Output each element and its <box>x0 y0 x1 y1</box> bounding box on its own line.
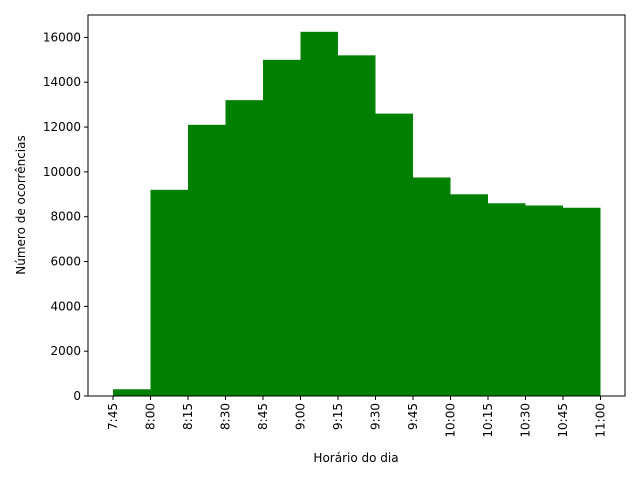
x-tick-label: 9:30 <box>369 403 383 430</box>
bar-9:00 <box>300 31 338 396</box>
x-tick-label: 7:45 <box>106 403 120 430</box>
y-tick-label: 2000 <box>50 344 81 358</box>
bars-layer <box>113 31 601 397</box>
bar-7:45 <box>113 389 151 396</box>
y-tick-label: 8000 <box>50 210 81 224</box>
x-tick-label: 8:15 <box>181 403 195 430</box>
x-axis: 7:45 8:00 8:15 8:30 8:45 9:00 9:15 9:30 9:45 10:0… <box>106 396 608 438</box>
bar-8:15 <box>188 124 226 396</box>
bar-9:45 <box>413 177 451 396</box>
bar-9:15 <box>338 55 376 396</box>
y-tick-label: 4000 <box>50 299 81 313</box>
y-tick-label: 10000 <box>43 165 81 179</box>
x-tick-label: 9:45 <box>406 403 420 430</box>
y-axis: 0 2000 4000 6000 8000 10000 12000 14000 16000 <box>43 30 88 403</box>
x-tick-label: 10:45 <box>556 403 570 438</box>
plot-frame <box>87 14 626 397</box>
bar-10:00 <box>450 194 488 396</box>
x-tick-label: 8:00 <box>144 403 158 430</box>
x-tick-label: 10:15 <box>481 403 495 438</box>
x-tick-label: 11:00 <box>594 403 608 438</box>
x-tick-label: 9:00 <box>294 403 308 430</box>
y-tick-label: 0 <box>73 389 81 403</box>
bar-10:15 <box>488 203 526 396</box>
x-tick-label: 9:15 <box>331 403 345 430</box>
y-tick-label: 6000 <box>50 255 81 269</box>
bar-8:00 <box>150 189 188 396</box>
y-tick-label: 14000 <box>43 75 81 89</box>
y-tick-label: 12000 <box>43 120 81 134</box>
x-tick-label: 10:30 <box>519 403 533 438</box>
bar-8:30 <box>225 100 263 396</box>
y-axis-label: Número de ocorrências <box>14 135 28 275</box>
bar-10:30 <box>525 205 563 396</box>
bar-8:45 <box>263 59 301 397</box>
x-axis-label: Horário do dia <box>313 451 398 465</box>
bar-9:30 <box>375 113 413 397</box>
y-tick-label: 16000 <box>43 30 81 44</box>
bar-10:45 <box>563 207 601 396</box>
x-tick-label: 8:30 <box>219 403 233 430</box>
x-tick-label: 10:00 <box>444 403 458 438</box>
x-tick-label: 8:45 <box>256 403 270 430</box>
